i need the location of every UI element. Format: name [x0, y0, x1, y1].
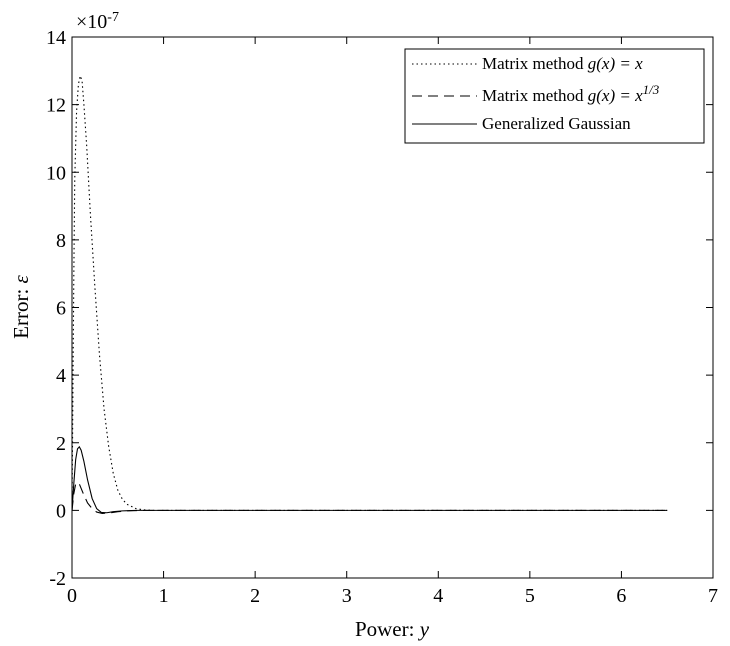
x-tick-label: 1: [159, 585, 169, 607]
legend-label-2: Matrix method g(x) = x1/3: [482, 82, 660, 106]
series-line-3: [72, 445, 668, 514]
x-tick-label: 7: [708, 585, 718, 607]
y-tick-label: 2: [56, 433, 66, 455]
y-axis-label: Error: ε: [9, 274, 33, 338]
y-tick-label: 12: [46, 95, 66, 117]
legend-label-1: Matrix method g(x) = x: [482, 54, 643, 73]
x-tick-label: 2: [250, 585, 260, 607]
x-axis-label: Power: y: [355, 617, 430, 641]
y-axis-exponent-label: ×10-7: [76, 10, 119, 34]
y-tick-label: 8: [56, 230, 66, 252]
legend-label-3: Generalized Gaussian: [482, 114, 631, 133]
legend: Matrix method g(x) = x Matrix method g(x)…: [404, 48, 705, 144]
y-tick-label: 14: [46, 27, 66, 49]
legend-box: [404, 48, 705, 144]
x-tick-label: 5: [525, 585, 535, 607]
y-tick-label: -2: [49, 568, 66, 590]
x-tick-label: 3: [342, 585, 352, 607]
y-tick-label: 10: [46, 162, 66, 184]
y-tick-label: 4: [56, 365, 66, 387]
x-tick-label: 4: [433, 585, 443, 607]
x-tick-label: 6: [616, 585, 626, 607]
y-tick-label: 6: [56, 298, 66, 320]
y-tick-label: 0: [56, 500, 66, 522]
x-tick-label: 0: [67, 585, 77, 607]
series-lines: [72, 73, 668, 514]
tick-marks: [71, 36, 714, 579]
